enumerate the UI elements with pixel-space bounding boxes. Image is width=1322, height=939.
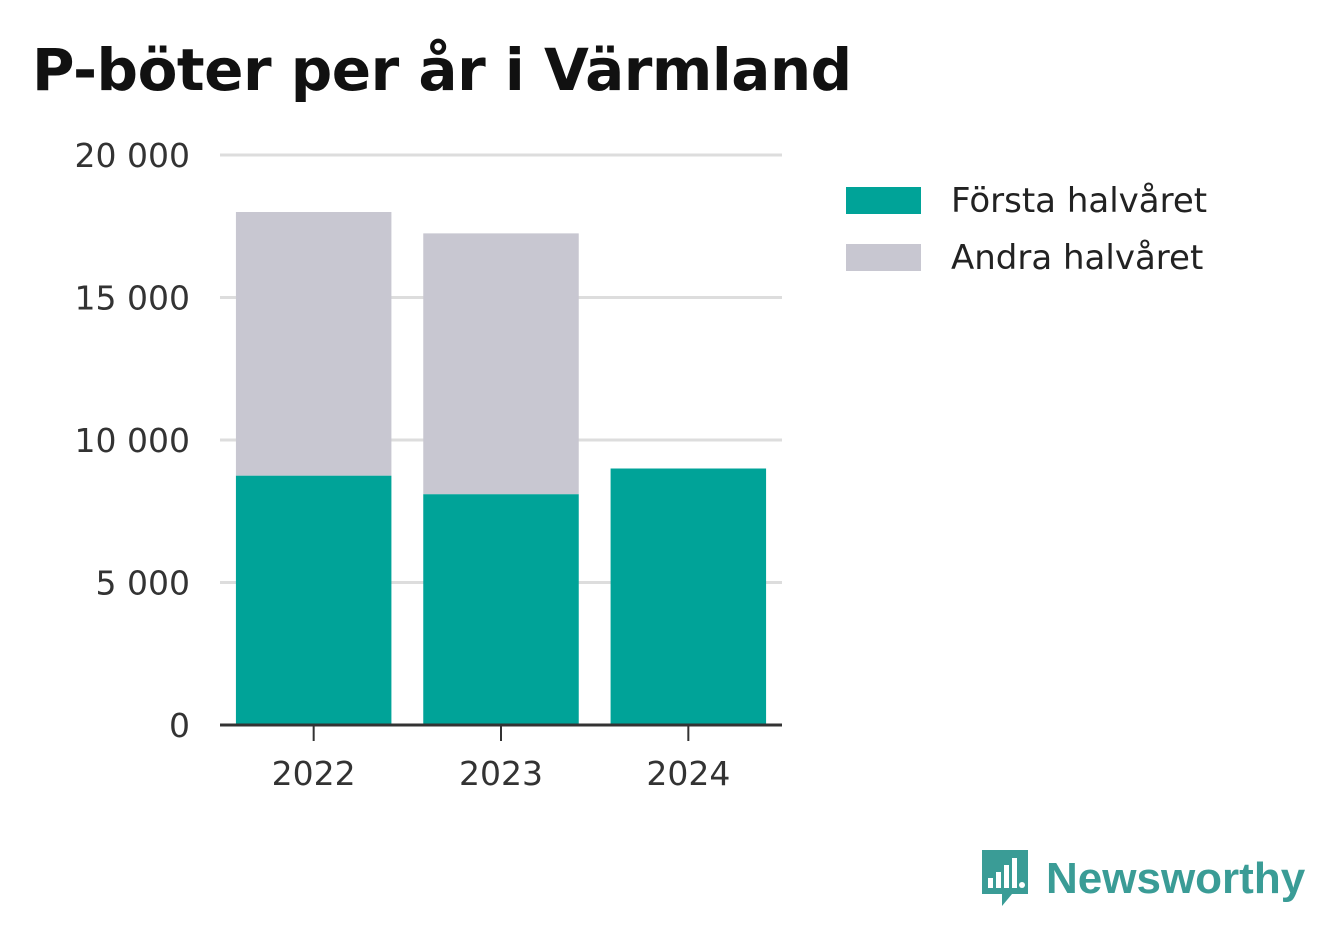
bar-2024-series-0 bbox=[610, 468, 767, 725]
bars bbox=[235, 212, 767, 725]
chart-title: P-böter per år i Värmland bbox=[32, 36, 852, 104]
tick-labels: 0 5 000 10 000 15 000 20 000 2022 2023 2024 bbox=[75, 136, 731, 793]
legend-item-second-half: Andra halvåret bbox=[846, 229, 1207, 286]
legend-label-second-half: Andra halvåret bbox=[951, 237, 1204, 278]
bar-2023-series-1 bbox=[423, 233, 579, 495]
y-tick-label: 5 000 bbox=[96, 564, 190, 603]
x-tick-label: 2022 bbox=[272, 754, 356, 793]
legend: Första halvåret Andra halvåret bbox=[846, 172, 1207, 286]
newsworthy-logo-icon bbox=[982, 850, 1028, 906]
y-tick-label: 15 000 bbox=[75, 279, 190, 318]
bar-2022-series-1 bbox=[235, 212, 392, 476]
legend-swatch-second-half bbox=[846, 244, 921, 271]
y-tick-label: 20 000 bbox=[75, 136, 190, 175]
legend-label-first-half: Första halvåret bbox=[951, 180, 1208, 221]
bar-2022-series-0 bbox=[235, 475, 392, 725]
brand-name: Newsworthy bbox=[1046, 854, 1306, 903]
legend-swatch-first-half bbox=[846, 187, 921, 214]
axes bbox=[220, 723, 782, 741]
bar-2023-series-0 bbox=[423, 494, 579, 725]
y-tick-label: 0 bbox=[169, 706, 190, 745]
y-tick-label: 10 000 bbox=[75, 421, 190, 460]
legend-item-first-half: Första halvåret bbox=[846, 172, 1207, 229]
x-tick-label: 2024 bbox=[646, 754, 730, 793]
x-tick-label: 2023 bbox=[459, 754, 543, 793]
brand-logo: Newsworthy bbox=[980, 848, 1305, 910]
